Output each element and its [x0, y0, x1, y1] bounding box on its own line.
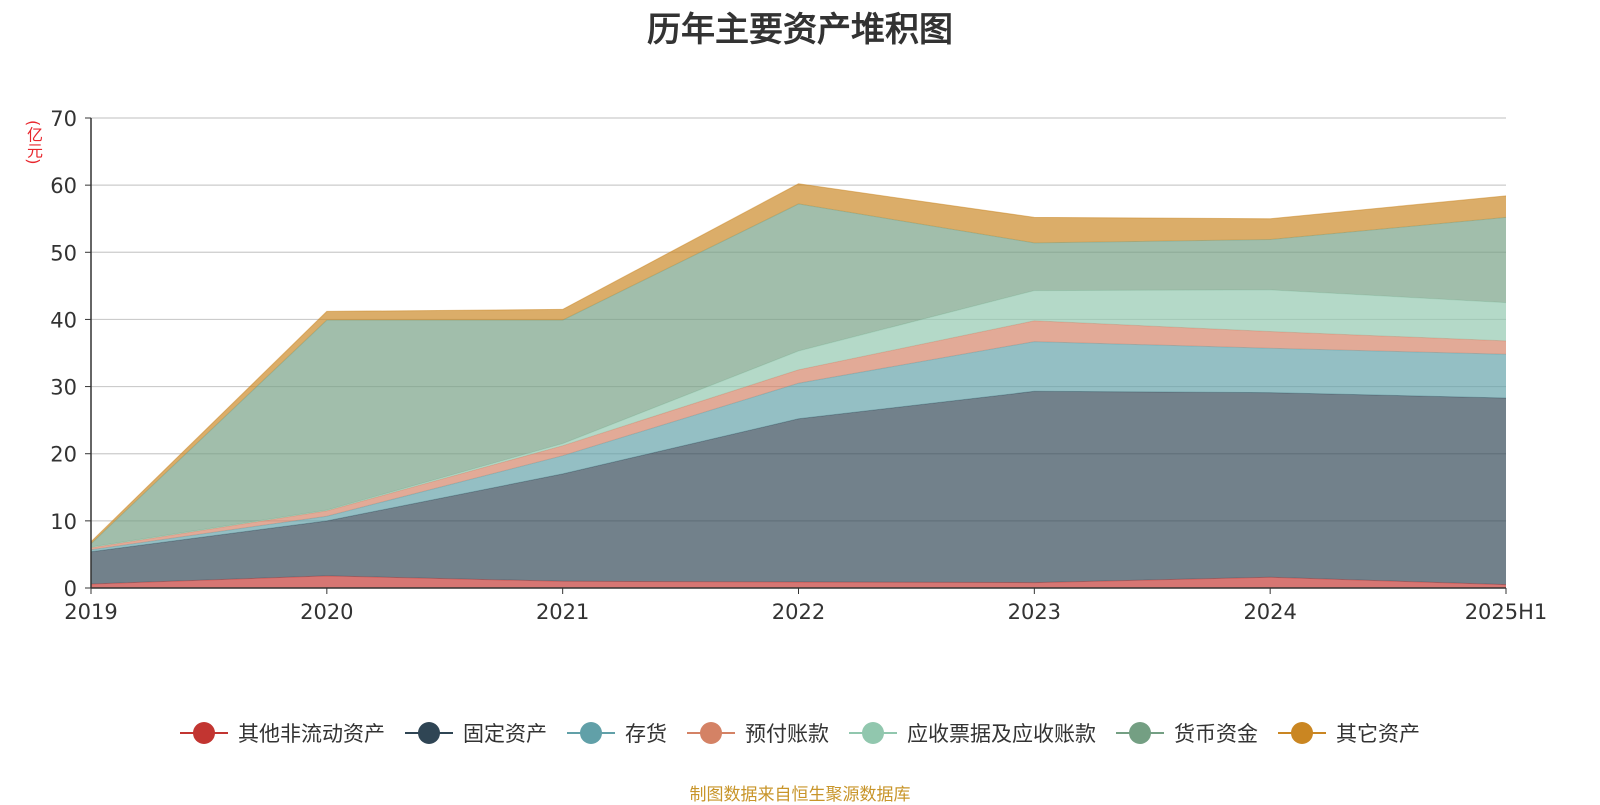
legend-item-6[interactable]: 其它资产: [1278, 718, 1420, 748]
y-tick-label: 10: [50, 510, 77, 534]
legend-marker-icon: [1116, 721, 1164, 745]
area-series-line-6: [90, 183, 1507, 543]
area-series-6: [91, 183, 1506, 544]
stacked-area-chart: 0 10 20 30 40 50 60 70 2019 2020 2021 2022 2023 2024 2…: [50, 107, 1547, 624]
legend-marker-icon: [1278, 721, 1326, 745]
legend-marker-icon: [567, 721, 615, 745]
legend-label: 预付账款: [745, 722, 829, 746]
legend-dot: [580, 722, 602, 744]
legend-dot: [1129, 722, 1151, 744]
legend-marker-icon: [687, 721, 735, 745]
chart-title: 历年主要资产堆积图: [647, 10, 953, 50]
y-tick-label: 20: [50, 443, 77, 467]
legend-dot: [193, 722, 215, 744]
legend-label: 货币资金: [1174, 722, 1258, 746]
x-tick-label: 2019: [64, 600, 117, 624]
y-tick-label: 40: [50, 308, 77, 332]
source-note: 制图数据来自恒生聚源数据库: [689, 785, 911, 805]
x-tick-label: 2025H1: [1465, 600, 1548, 624]
legend: 其他非流动资产 固定资产 存货 预付账款 应收票据及应收账款 货币资金 其它资产: [0, 718, 1600, 748]
y-tick-label: 70: [50, 107, 77, 131]
y-tick-label: 30: [50, 376, 77, 400]
area-series-1: [91, 391, 1506, 585]
x-tick-label: 2021: [536, 600, 589, 624]
legend-item-1[interactable]: 固定资产: [405, 718, 547, 748]
legend-dot: [862, 722, 884, 744]
area-series-4: [91, 289, 1506, 548]
y-axis-unit-label: (亿元): [24, 120, 43, 165]
x-tick-label: 2022: [772, 600, 825, 624]
legend-item-5[interactable]: 货币资金: [1116, 718, 1258, 748]
area-series-3: [91, 320, 1506, 550]
legend-marker-icon: [180, 721, 228, 745]
x-tick-label: 2023: [1008, 600, 1061, 624]
legend-label: 应收票据及应收账款: [907, 722, 1096, 746]
legend-dot: [700, 722, 722, 744]
legend-item-4[interactable]: 应收票据及应收账款: [849, 718, 1096, 748]
legend-item-0[interactable]: 其他非流动资产: [180, 718, 385, 748]
tick-labels: 0 10 20 30 40 50 60 70 2019 2020 2021 2022 2023 2024 2…: [50, 107, 1547, 624]
legend-marker-icon: [405, 721, 453, 745]
legend-item-3[interactable]: 预付账款: [687, 718, 829, 748]
legend-label: 其它资产: [1336, 722, 1420, 746]
y-tick-label: 0: [64, 577, 77, 601]
y-tick-label: 60: [50, 174, 77, 198]
legend-marker-icon: [849, 721, 897, 745]
area-series: [90, 183, 1507, 588]
legend-item-2[interactable]: 存货: [567, 718, 667, 748]
legend-dot: [1291, 722, 1313, 744]
legend-dot: [418, 722, 440, 744]
y-tick-label: 50: [50, 241, 77, 265]
axes: [85, 117, 1507, 594]
legend-label: 存货: [625, 722, 667, 746]
area-series-5: [91, 203, 1506, 547]
legend-label: 其他非流动资产: [238, 722, 385, 746]
x-tick-label: 2020: [300, 600, 353, 624]
x-tick-label: 2024: [1243, 600, 1296, 624]
legend-label: 固定资产: [463, 722, 547, 746]
